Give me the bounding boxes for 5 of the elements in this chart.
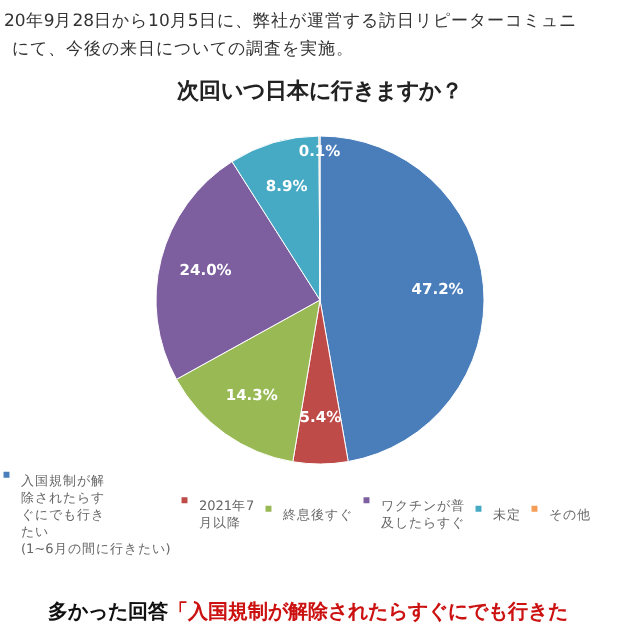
text: にて、今後の来日についての調査を実施。	[12, 38, 354, 60]
text: 多かった回答	[48, 600, 170, 624]
text: 「入国規制が解除されたらすぐにでも行きた	[168, 600, 568, 624]
text: 20年9月28日から10月5日に、弊社が運営する訪日リピーターコミュニ	[4, 10, 577, 32]
chart-title: 次回いつ日本に行きますか？	[177, 78, 463, 104]
